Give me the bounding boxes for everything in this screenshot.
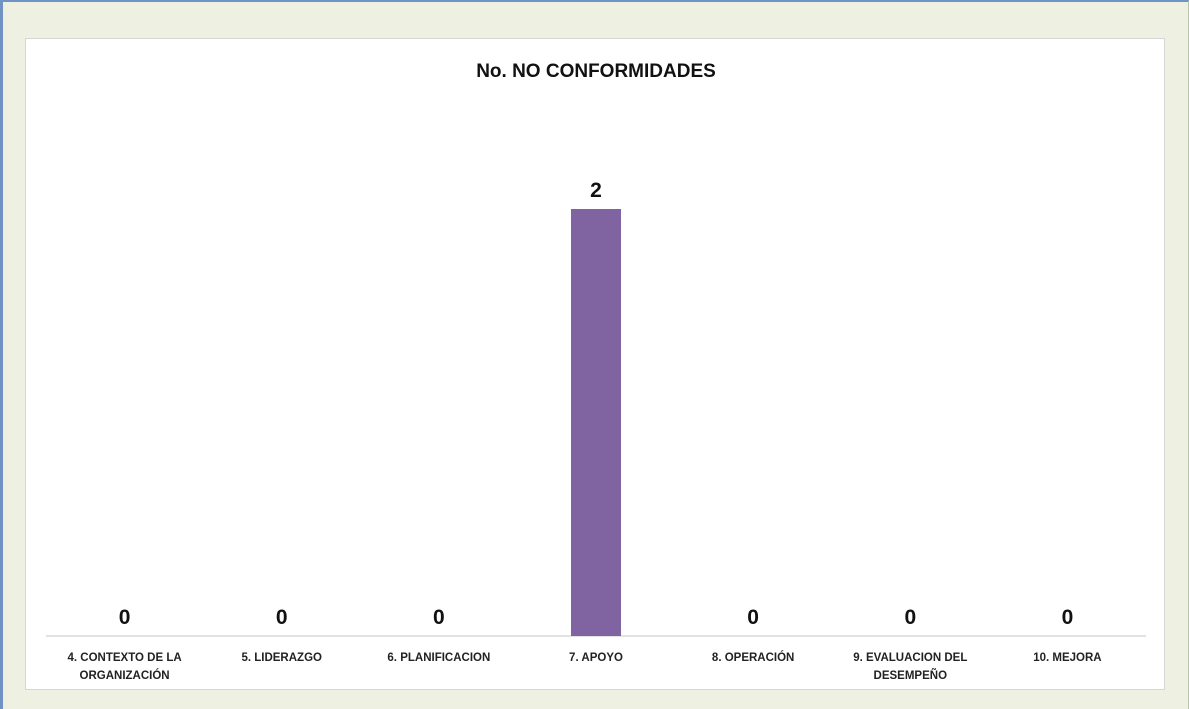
bar-chart: No. NO CONFORMIDADES 0 0 0 2 0 0 0 4. CONTEXTO…: [46, 61, 1146, 682]
x-tick-label-line: 9. EVALUACION DEL: [853, 652, 967, 664]
x-tick-label-6: 9. EVALUACION DEL DESEMPEÑO: [853, 652, 967, 682]
x-tick-label-2: 5. LIDERAZGO: [241, 652, 322, 664]
x-tick-label-line: 5. LIDERAZGO: [241, 652, 322, 664]
data-label-3: 0: [433, 606, 445, 629]
data-labels-group: 0 0 0 2 0 0 0: [119, 179, 1074, 629]
data-label-1: 0: [119, 606, 131, 629]
bar-4: [571, 209, 621, 636]
x-tick-label-line: 7. APOYO: [569, 652, 623, 664]
x-tick-labels-group: 4. CONTEXTO DE LA ORGANIZACIÓN 5. LIDERAZG…: [67, 651, 1101, 682]
data-label-2: 0: [276, 606, 288, 629]
data-label-7: 0: [1062, 606, 1074, 629]
x-tick-label-line: ORGANIZACIÓN: [80, 669, 170, 682]
data-label-4: 2: [590, 179, 602, 202]
x-tick-label-5: 8. OPERACIÓN: [712, 651, 794, 664]
x-tick-label-line: 10. MEJORA: [1033, 652, 1101, 664]
chart-area: No. NO CONFORMIDADES 0 0 0 2 0 0 0 4. CONTEXTO…: [25, 38, 1165, 690]
x-tick-label-4: 7. APOYO: [569, 652, 623, 664]
x-tick-label-7: 10. MEJORA: [1033, 652, 1101, 664]
data-label-6: 0: [904, 606, 916, 629]
bars-group: [571, 209, 621, 636]
x-tick-label-line: 4. CONTEXTO DE LA: [67, 652, 181, 664]
chart-title: No. NO CONFORMIDADES: [476, 61, 716, 82]
x-tick-label-line: 6. PLANIFICACION: [387, 652, 490, 664]
x-tick-label-1: 4. CONTEXTO DE LA ORGANIZACIÓN: [67, 652, 181, 682]
x-tick-label-3: 6. PLANIFICACION: [387, 652, 490, 664]
x-tick-label-line: 8. OPERACIÓN: [712, 651, 794, 664]
data-label-5: 0: [747, 606, 759, 629]
x-tick-label-line: DESEMPEÑO: [874, 669, 948, 682]
